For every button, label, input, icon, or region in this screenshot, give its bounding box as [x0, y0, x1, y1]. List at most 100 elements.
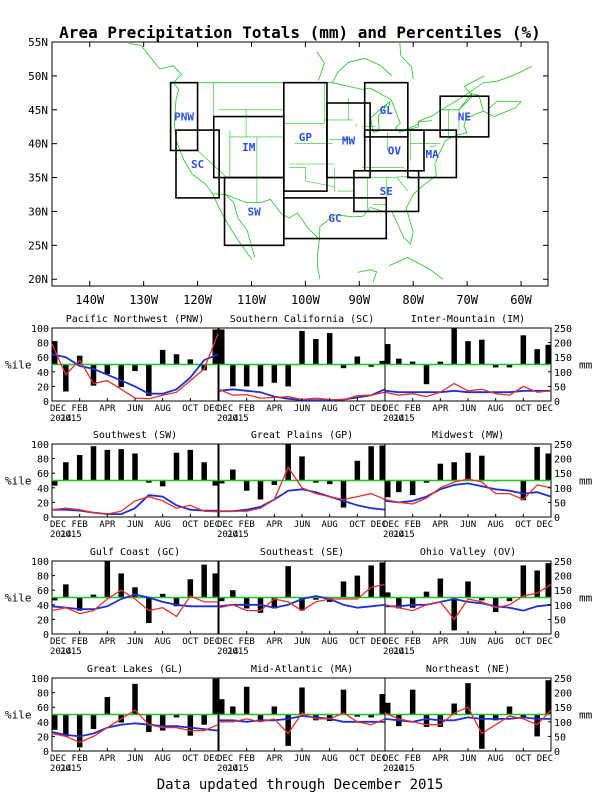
lon-tick-label: 100W: [291, 293, 321, 307]
month-tick-label: FEB: [239, 404, 255, 414]
month-tick-label: FEB: [405, 637, 421, 647]
mm-tick-label: 50: [554, 615, 566, 626]
percentile-bar: [313, 597, 319, 600]
year-label: 2015: [393, 764, 415, 774]
pct-tick-label: 20: [37, 498, 49, 509]
pct-tick-label: 80: [37, 455, 49, 466]
percentile-bar: [545, 563, 551, 598]
month-tick-label: FEB: [72, 754, 88, 764]
year-label: 2014: [50, 647, 72, 657]
month-tick-label: APR: [99, 754, 116, 764]
month-tick-label: OCT: [515, 637, 532, 647]
month-tick-label: JUN: [294, 520, 310, 530]
percentile-bar: [534, 714, 540, 737]
month-tick-label: APR: [266, 754, 283, 764]
year-label: 2014: [383, 414, 405, 424]
panel-title: Midwest (MW): [432, 430, 504, 441]
lon-tick-label: 70W: [456, 293, 478, 307]
percentile-bar: [423, 714, 430, 727]
mm-tick-label: 50: [554, 382, 566, 393]
coastline-5: [357, 269, 378, 283]
percentile-bar: [299, 330, 305, 365]
coastline-4: [316, 239, 321, 280]
percentile-bar: [219, 699, 225, 715]
percentile-bar: [313, 480, 319, 483]
percentile-bar: [396, 480, 402, 493]
percentile-bar: [257, 364, 264, 387]
year-label: 2014: [217, 647, 239, 657]
year-label: 2014: [50, 414, 72, 424]
month-tick-label: DEC: [371, 754, 387, 764]
percentile-bar: [520, 335, 527, 365]
mm-tick-label: 150: [554, 703, 572, 714]
mm-tick-label: 50: [554, 732, 566, 743]
month-tick-label: DEC: [383, 637, 399, 647]
month-tick-label: JUN: [127, 637, 143, 647]
month-tick-label: APR: [432, 637, 449, 647]
percentile-bar: [451, 703, 457, 715]
year-label: 2014: [217, 530, 239, 540]
month-tick-label: AUG: [488, 754, 504, 764]
region-label-sw: SW: [248, 205, 262, 218]
percentile-bar: [385, 480, 391, 498]
pct-tick-label: 80: [37, 572, 49, 583]
pct-tick-label: 20: [37, 615, 49, 626]
region-label-ov: OV: [388, 144, 402, 157]
observed-precip-line: [384, 382, 552, 398]
percentile-bar: [201, 462, 207, 481]
percentile-bar: [285, 444, 291, 481]
lat-tick-label: 40N: [28, 138, 48, 151]
panel-mid-atlantic-ma: Mid-Atlantic (MA)DEC FEB APR JUN AUG OCT DEC20…: [217, 664, 387, 774]
percentile-bar: [409, 689, 416, 715]
mm-tick-label: 200: [554, 689, 572, 700]
month-tick-label: DEC: [50, 754, 66, 764]
ylabel-percentile: %ile: [5, 709, 32, 722]
observed-precip-line: [384, 583, 552, 621]
ylabel-mm: mm: [579, 709, 593, 722]
percentile-bar: [219, 329, 225, 365]
month-tick-label: DEC: [383, 520, 399, 530]
percentile-bar: [340, 480, 347, 508]
coastline-0: [128, 43, 182, 83]
percentile-bar: [187, 449, 194, 481]
region-box-ma: [407, 129, 458, 179]
month-tick-label: JUN: [460, 754, 476, 764]
year-label: 2014: [217, 764, 239, 774]
month-tick-label: DEC: [537, 520, 553, 530]
percentile-bar: [313, 338, 319, 365]
percentile-bar: [465, 683, 471, 715]
percentile-bar: [479, 339, 485, 365]
region-label-pnw: PNW: [174, 111, 194, 124]
lat-tick-label: 45N: [28, 104, 48, 117]
mm-tick-label: 0: [554, 513, 560, 524]
mm-tick-label: 0: [554, 397, 560, 408]
region-label-gc: GC: [328, 212, 341, 225]
percentile-bar: [379, 445, 385, 481]
pct-tick-label: 60: [37, 586, 49, 597]
month-tick-label: JUN: [460, 404, 476, 414]
panel-midwest-mw: Midwest (MW) 0 50 100 150 200 250 mm DEC FEB APR JU…: [383, 430, 593, 540]
month-tick-label: APR: [432, 754, 449, 764]
mm-tick-label: 150: [554, 586, 572, 597]
pct-tick-label: 80: [37, 339, 49, 350]
percentile-bar: [173, 714, 180, 718]
percentile-bar: [520, 714, 527, 718]
mm-tick-label: 150: [554, 469, 572, 480]
percentile-bar: [368, 565, 374, 598]
normal-precip-line: [219, 488, 386, 513]
percentile-bar: [230, 469, 236, 481]
month-tick-label: AUG: [322, 754, 338, 764]
coastline-3: [483, 101, 522, 118]
pct-tick-label: 0: [43, 397, 49, 408]
lon-tick-label: 140W: [75, 293, 105, 307]
year-label: 2015: [393, 414, 415, 424]
pct-tick-label: 40: [37, 601, 49, 612]
month-tick-label: JUN: [460, 520, 476, 530]
panel-southeast-se: Southeast (SE)DEC FEB APR JUN AUG OCT DEC20142…: [217, 547, 387, 657]
year-label: 2015: [60, 530, 82, 540]
month-tick-label: DEC: [537, 404, 553, 414]
percentile-bar: [340, 364, 347, 369]
percentile-bar: [396, 358, 402, 365]
percentile-bar: [187, 359, 194, 365]
lat-tick-label: 55N: [28, 36, 48, 49]
